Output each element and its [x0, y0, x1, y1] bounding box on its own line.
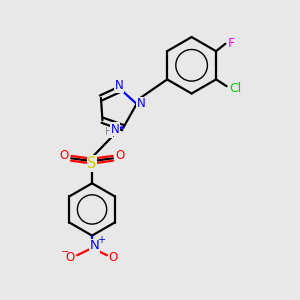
Text: Cl: Cl	[230, 82, 242, 95]
Text: N: N	[89, 239, 99, 252]
Text: O: O	[116, 149, 124, 162]
Text: H: H	[104, 127, 112, 137]
Text: N: N	[114, 79, 123, 92]
Text: O: O	[109, 251, 118, 264]
Text: O: O	[59, 149, 69, 162]
Text: +: +	[97, 235, 105, 245]
Text: S: S	[87, 156, 97, 171]
Text: N: N	[137, 98, 146, 110]
Text: −: −	[61, 247, 69, 257]
Text: O: O	[65, 251, 75, 264]
Text: F: F	[228, 37, 235, 50]
Text: N: N	[111, 123, 119, 136]
